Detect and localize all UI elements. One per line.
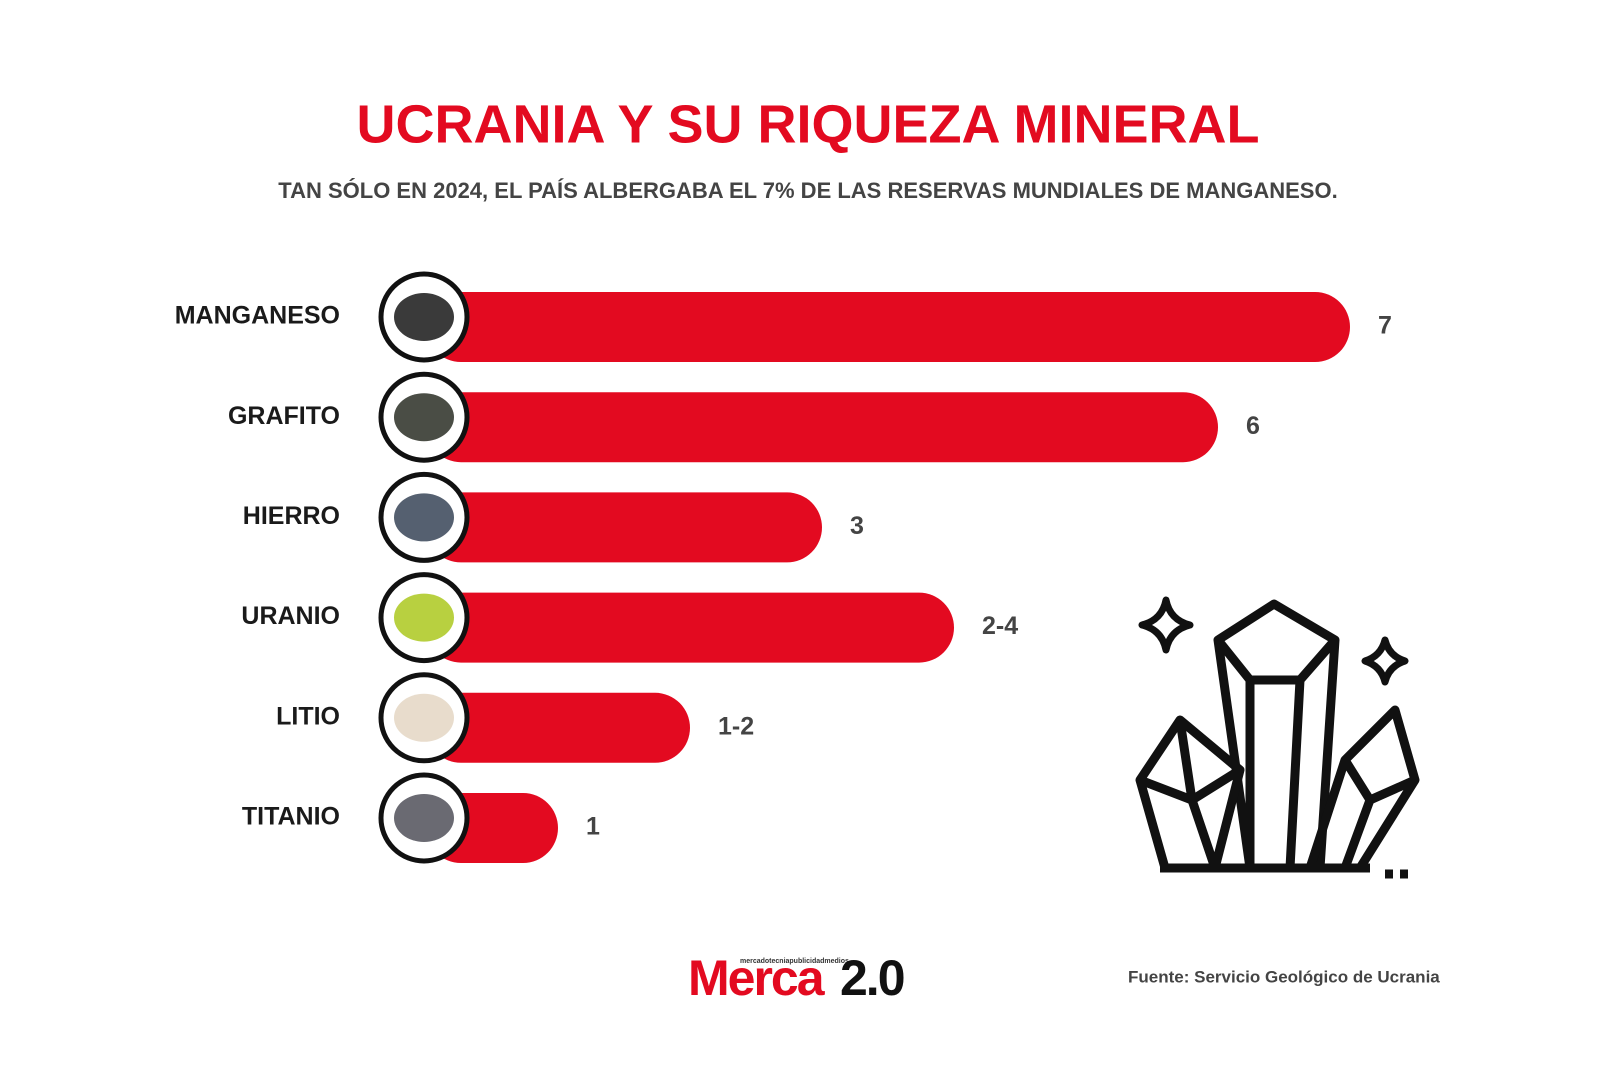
source: Fuente: Servicio Geológico de Ucrania <box>1128 967 1440 986</box>
value-label: 7 <box>1378 312 1392 340</box>
value-label: 2-4 <box>982 612 1018 640</box>
category-label: GRAFITO <box>228 402 340 430</box>
category-label: HIERRO <box>243 502 340 530</box>
category-label: URANIO <box>241 602 340 630</box>
bar <box>426 692 690 763</box>
chart-title: UCRANIA Y SU RIQUEZA MINERAL <box>356 94 1259 154</box>
logo-tagline: mercadotecniapublicidadmedios <box>740 958 849 965</box>
mineral-stone <box>394 493 454 542</box>
crystal-icon <box>1135 596 1420 879</box>
category-label: TITANIO <box>242 803 340 831</box>
value-label: 1-2 <box>718 712 754 740</box>
value-label: 3 <box>850 512 864 540</box>
bar <box>426 392 1218 463</box>
value-label: 6 <box>1246 412 1260 440</box>
logo: mercadotecniapublicidadmedios Merca 2.0 <box>688 950 906 1006</box>
category-label: MANGANESO <box>175 302 340 330</box>
mineral-stone <box>394 693 454 742</box>
category-label: LITIO <box>276 702 340 730</box>
logo-version: 2.0 <box>840 950 904 1006</box>
mineral-stone <box>394 393 454 442</box>
bar <box>426 592 954 663</box>
value-label: 1 <box>586 813 600 841</box>
bar <box>426 492 822 563</box>
mineral-stone <box>394 794 454 842</box>
mineral-stone <box>394 293 454 341</box>
bar <box>426 292 1350 362</box>
mineral-stone <box>394 593 454 642</box>
chart-subtitle: TAN SÓLO EN 2024, EL PAÍS ALBERGABA EL 7… <box>278 178 1337 203</box>
logo-name: Merca <box>688 950 826 1006</box>
